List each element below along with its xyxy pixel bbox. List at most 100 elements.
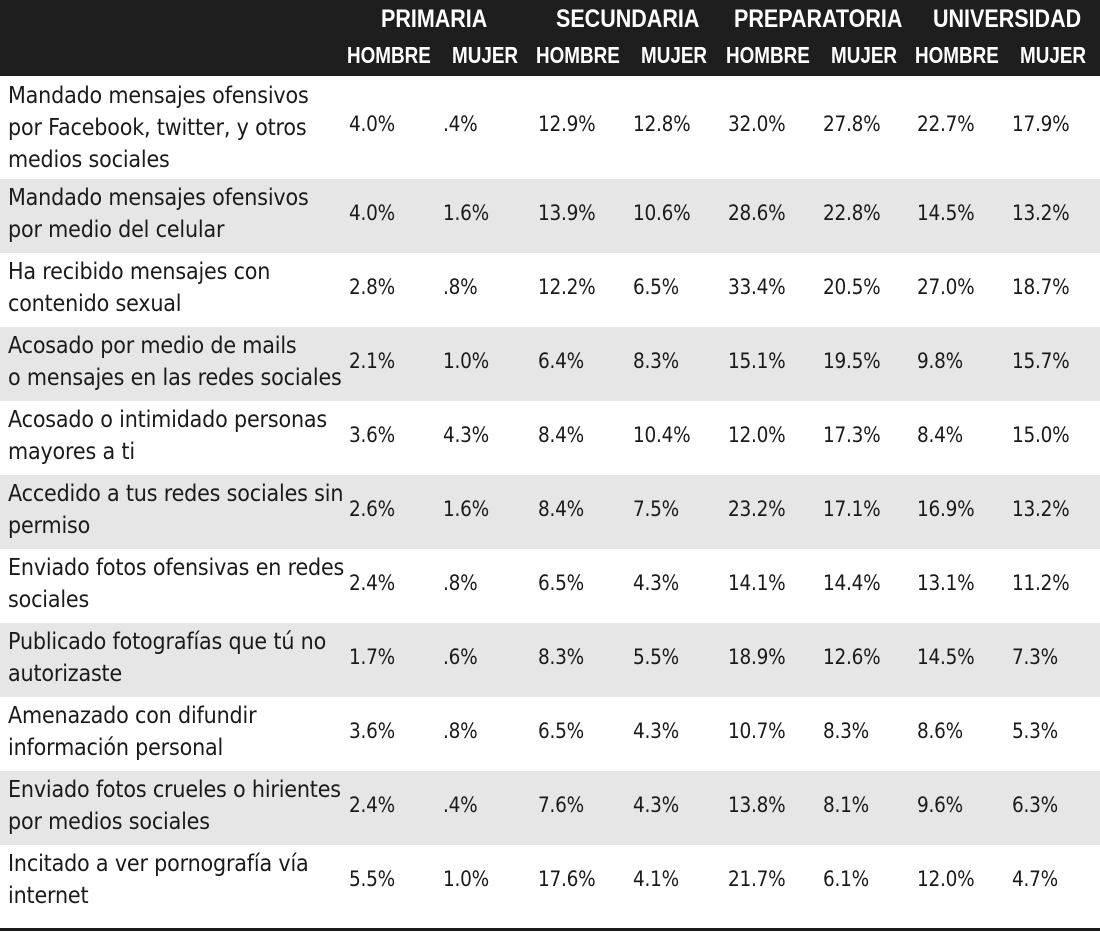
preparatoria-mujer-value: 6.1% (823, 867, 869, 891)
universidad-mujer-value: 11.2% (1012, 571, 1070, 595)
row-label-line: Mandado mensajes ofensivos (8, 83, 309, 109)
preparatoria-mujer-value: 14.4% (823, 571, 881, 595)
secundaria-hombre-value: 6.5% (538, 719, 584, 743)
table-row: Acosado o intimidado personas mayores a t… (0, 401, 1100, 475)
preparatoria-mujer-value: 8.3% (823, 719, 869, 743)
row-label-line: información personal (8, 735, 224, 761)
table-row: Acosado por medio de mails o mensajes en … (0, 327, 1100, 401)
preparatoria-mujer-value: 17.1% (823, 497, 881, 521)
secundaria-mujer-value: 12.8% (633, 112, 691, 136)
row-label: Mandado mensajes ofensivos por medio del … (8, 182, 314, 246)
primaria-hombre-value: 5.5% (349, 867, 395, 891)
row-label-line: sociales (8, 587, 90, 613)
preparatoria-hombre-value: 18.9% (728, 645, 786, 669)
primaria-mujer-header: MUJER (452, 42, 519, 68)
row-label-line: por Facebook, twitter, y otros (8, 115, 307, 141)
row-label: Amenazado con difundir información person… (8, 700, 314, 764)
row-label: Publicado fotografías que tú no autorizas… (8, 626, 326, 690)
row-label-line: Acosado por medio de mails (8, 333, 297, 359)
preparatoria-mujer-header: MUJER (831, 42, 898, 68)
secundaria-mujer-value: 10.6% (633, 201, 691, 225)
row-label: Ha recibido mensajes con contenido sexual (8, 256, 314, 320)
primaria-hombre-value: 4.0% (349, 201, 395, 225)
primaria-hombre-value: 2.6% (349, 497, 395, 521)
preparatoria-mujer-value: 20.5% (823, 275, 881, 299)
universidad-mujer-value: 6.3% (1012, 793, 1058, 817)
primaria-mujer-value: .8% (443, 719, 478, 743)
preparatoria-mujer-value: 17.3% (823, 423, 881, 447)
row-label-line: Enviado fotos ofensivas en redes (8, 555, 345, 581)
preparatoria-mujer-value: 8.1% (823, 793, 869, 817)
universidad-hombre-value: 16.9% (917, 497, 975, 521)
row-label-line: por medio del celular (8, 217, 225, 243)
bottom-rule (0, 928, 1100, 931)
secundaria-mujer-value: 4.3% (633, 571, 679, 595)
primaria-hombre-header: HOMBRE (347, 42, 431, 68)
universidad-mujer-value: 18.7% (1012, 275, 1070, 299)
secundaria-mujer-value: 4.3% (633, 719, 679, 743)
secundaria-mujer-value: 5.5% (633, 645, 679, 669)
table-row: Enviado fotos ofensivas en redes sociales… (0, 549, 1100, 623)
row-label-line: Accedido a tus redes sociales sin (8, 481, 344, 507)
universidad-hombre-value: 14.5% (917, 645, 975, 669)
table-row: Mandado mensajes ofensivos por medio del … (0, 179, 1100, 253)
table-row: Incitado a ver pornografía vía internet 5.… (0, 845, 1100, 919)
primaria-mujer-value: .6% (443, 645, 478, 669)
row-label: Incitado a ver pornografía vía internet (8, 848, 314, 912)
universidad-hombre-value: 8.4% (917, 423, 963, 447)
universidad-mujer-value: 15.0% (1012, 423, 1070, 447)
universidad-hombre-value: 22.7% (917, 112, 975, 136)
row-label-line: mayores a ti (8, 439, 135, 465)
preparatoria-mujer-value: 27.8% (823, 112, 881, 136)
preparatoria-hombre-value: 13.8% (728, 793, 786, 817)
secundaria-mujer-value: 7.5% (633, 497, 679, 521)
preparatoria-mujer-value: 19.5% (823, 349, 881, 373)
universidad-hombre-value: 9.6% (917, 793, 963, 817)
secundaria-hombre-value: 6.4% (538, 349, 584, 373)
primaria-hombre-value: 3.6% (349, 719, 395, 743)
universidad-mujer-value: 13.2% (1012, 201, 1070, 225)
row-label-line: o mensajes en las redes sociales (8, 365, 342, 391)
preparatoria-hombre-value: 14.1% (728, 571, 786, 595)
row-label-line: contenido sexual (8, 291, 182, 317)
table-row: Mandado mensajes ofensivos por Facebook, … (0, 76, 1100, 179)
row-label: Mandado mensajes ofensivos por Facebook, … (8, 80, 314, 176)
universidad-mujer-value: 5.3% (1012, 719, 1058, 743)
preparatoria-hombre-value: 10.7% (728, 719, 786, 743)
row-label: Accedido a tus redes sociales sin permiso (8, 478, 344, 542)
preparatoria-mujer-value: 22.8% (823, 201, 881, 225)
universidad-hombre-value: 9.8% (917, 349, 963, 373)
group-primaria: PRIMARIA (381, 5, 488, 33)
primaria-mujer-value: .4% (443, 793, 478, 817)
table-row: Accedido a tus redes sociales sin permiso… (0, 475, 1100, 549)
primaria-hombre-value: 4.0% (349, 112, 395, 136)
row-label-line: Mandado mensajes ofensivos (8, 185, 309, 211)
row-label-line: autorizaste (8, 661, 123, 687)
preparatoria-hombre-value: 21.7% (728, 867, 786, 891)
primaria-mujer-value: .8% (443, 571, 478, 595)
primaria-mujer-value: .4% (443, 112, 478, 136)
table-row: Ha recibido mensajes con contenido sexual… (0, 253, 1100, 327)
primaria-hombre-value: 3.6% (349, 423, 395, 447)
secundaria-hombre-value: 8.3% (538, 645, 584, 669)
row-label-line: Amenazado con difundir (8, 703, 257, 729)
primaria-hombre-value: 2.1% (349, 349, 395, 373)
row-label-line: permiso (8, 513, 91, 539)
preparatoria-hombre-value: 15.1% (728, 349, 786, 373)
primaria-mujer-value: 1.0% (443, 349, 489, 373)
preparatoria-hombre-header: HOMBRE (726, 42, 810, 68)
primaria-hombre-value: 2.4% (349, 571, 395, 595)
table-header: PRIMARIA SECUNDARIA PREPARATORIA UNIVERS… (0, 0, 1100, 76)
universidad-mujer-value: 17.9% (1012, 112, 1070, 136)
universidad-hombre-value: 13.1% (917, 571, 975, 595)
secundaria-mujer-header: MUJER (641, 42, 708, 68)
secundaria-hombre-value: 17.6% (538, 867, 596, 891)
row-label-line: Ha recibido mensajes con (8, 259, 271, 285)
primaria-hombre-value: 2.4% (349, 793, 395, 817)
universidad-hombre-value: 12.0% (917, 867, 975, 891)
row-label-line: por medios sociales (8, 809, 210, 835)
universidad-mujer-value: 13.2% (1012, 497, 1070, 521)
secundaria-hombre-value: 6.5% (538, 571, 584, 595)
secundaria-mujer-value: 10.4% (633, 423, 691, 447)
